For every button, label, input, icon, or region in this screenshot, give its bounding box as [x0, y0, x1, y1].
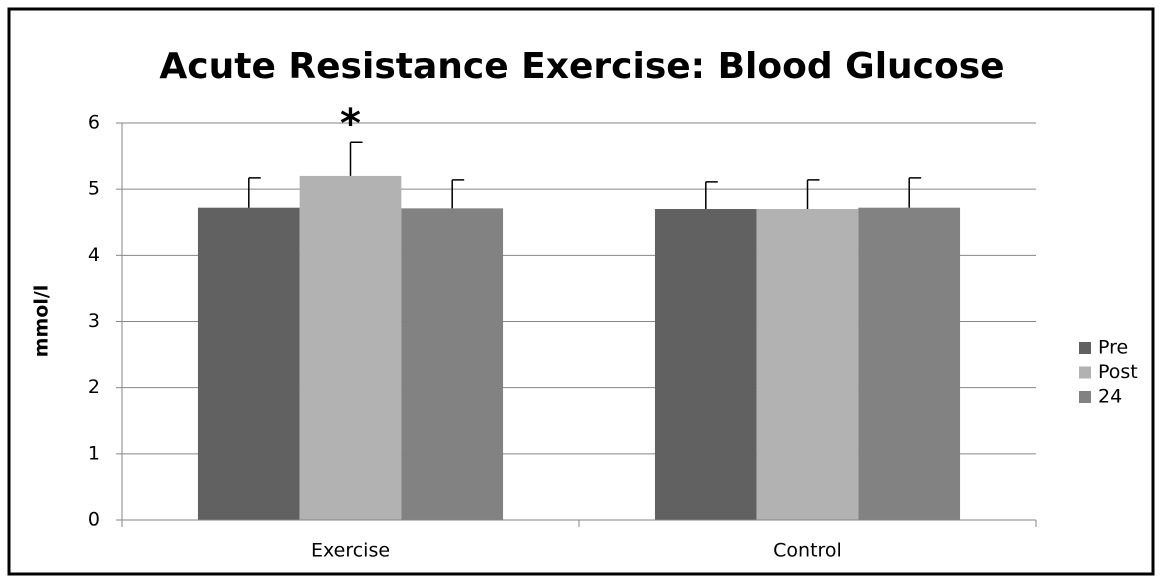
error-bar [451, 179, 465, 209]
bar [756, 209, 859, 520]
error-bar [349, 141, 363, 176]
y-tick-label: 2 [88, 376, 100, 398]
y-tick-label: 3 [88, 310, 100, 332]
legend-label: Pre [1098, 337, 1128, 359]
y-tick-label: 5 [88, 178, 100, 200]
bar [654, 209, 757, 520]
chart-title: Acute Resistance Exercise: Blood Glucose [159, 46, 1004, 87]
annotation: * [340, 101, 361, 147]
error-bar [705, 181, 718, 210]
error-bar [248, 177, 261, 208]
y-tick-label: 4 [88, 244, 100, 266]
bar [858, 207, 961, 520]
bar [299, 175, 402, 520]
legend-swatch [1079, 366, 1091, 379]
legend-label: Post [1098, 361, 1138, 383]
legend-swatch [1079, 391, 1091, 403]
chart-border [7, 7, 1155, 576]
x-tick-label: Control [773, 540, 842, 562]
bar [401, 208, 504, 521]
y-tick-label: 0 [88, 509, 100, 531]
legend-label: 24 [1098, 386, 1122, 408]
legend-swatch [1079, 342, 1091, 354]
error-bar [908, 177, 922, 208]
y-tick-label: 6 [88, 112, 100, 134]
error-bar [806, 179, 820, 210]
x-tick-label: Exercise [311, 540, 390, 562]
y-axis-label: mmol/l [31, 285, 53, 358]
y-tick-label: 1 [88, 442, 100, 464]
bar [197, 207, 300, 520]
